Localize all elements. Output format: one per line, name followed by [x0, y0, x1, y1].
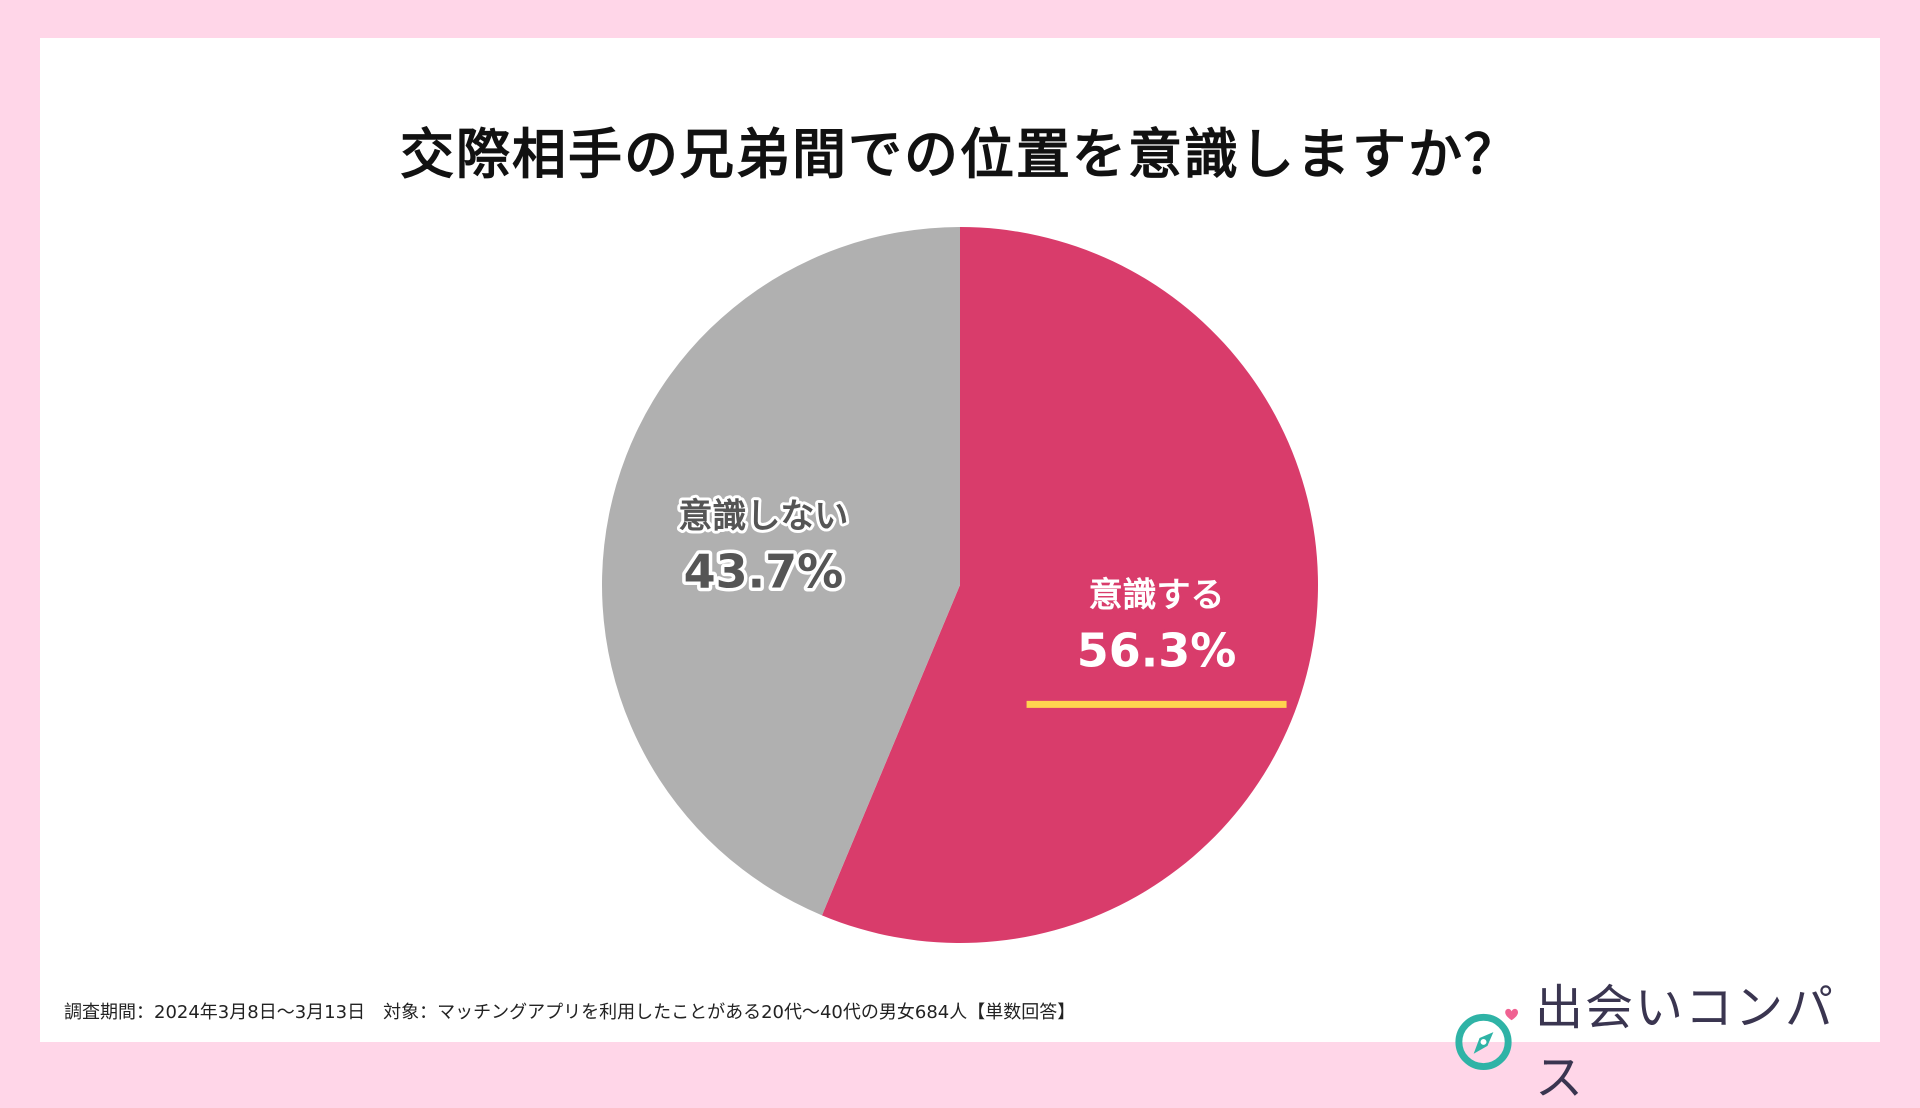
- pie-labels: 意識する 56.3% 意識しない 43.7%: [675, 494, 1287, 708]
- slice-value-0: 56.3%: [1077, 623, 1237, 677]
- pie-slice-1: [602, 227, 960, 916]
- pie-chart: 意識する 56.3% 意識しない 43.7%: [602, 227, 1318, 943]
- pie-slice-0: [821, 227, 1318, 943]
- chart-title: 交際相手の兄弟間での位置を意識しますか？: [400, 123, 1520, 186]
- compass-heart-icon: [1455, 1008, 1519, 1071]
- survey-footnote: 調査期間：2024年3月8日〜3月13日 対象：マッチングアプリを利用したことが…: [64, 1002, 1076, 1023]
- slice-value-1: 43.7%: [684, 545, 844, 599]
- slice-label-0: 意識する: [1089, 575, 1225, 615]
- brand-name: 出会いコンパス: [1534, 980, 1835, 1106]
- pie-slices: [602, 227, 1318, 943]
- slice-label-1: 意識しない: [678, 497, 848, 537]
- brand-logo[interactable]: 出会いコンパス: [1450, 968, 1880, 1108]
- chart-card: 交際相手の兄弟間での位置を意識しますか？ 意識する 56.3% 意識しない 43.7%…: [40, 38, 1880, 1106]
